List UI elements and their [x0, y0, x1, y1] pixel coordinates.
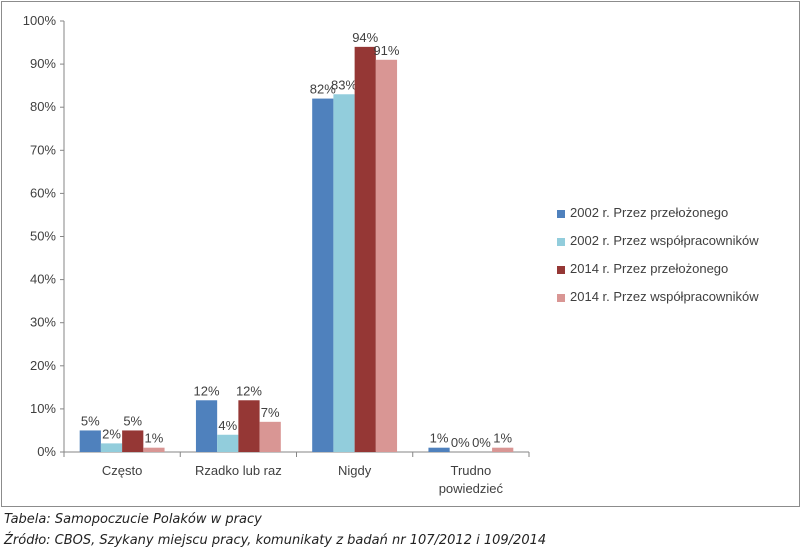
bar [375, 59, 398, 452]
data-label: 82% [310, 82, 336, 97]
data-label: 12% [194, 383, 220, 398]
data-label: 7% [261, 405, 280, 420]
bar [143, 447, 165, 452]
x-tick-label: powiedzieć [439, 481, 504, 496]
y-tick-label: 20% [30, 358, 56, 373]
y-tick-label: 70% [30, 142, 56, 157]
data-label: 1% [430, 431, 449, 446]
y-tick-label: 30% [30, 315, 56, 330]
caption-table-title: Tabela: Samopoczucie Polaków w pracy [4, 512, 262, 527]
x-tick-label: Rzadko lub raz [195, 463, 282, 478]
data-label: 5% [81, 413, 100, 428]
data-label: 0% [451, 435, 470, 450]
legend-label: 2002 r. Przez przełożonego [570, 205, 729, 220]
chart-frame [1, 1, 800, 507]
data-label: 4% [218, 418, 237, 433]
bar [354, 46, 376, 453]
data-label: 1% [145, 431, 164, 446]
y-tick-label: 40% [30, 272, 56, 287]
legend-swatch [557, 294, 565, 302]
legend-swatch [557, 210, 565, 218]
bar [238, 400, 260, 452]
data-label: 94% [352, 30, 378, 45]
bar [79, 430, 101, 452]
bar [122, 430, 144, 452]
x-tick-label: Nigdy [338, 463, 372, 478]
bar [217, 434, 239, 452]
y-tick-label: 50% [30, 229, 56, 244]
data-label: 1% [493, 431, 512, 446]
caption-source: Źródło: CBOS, Szykany miejscu pracy, kom… [4, 533, 547, 548]
bar [428, 447, 450, 452]
data-label: 83% [331, 77, 357, 92]
bar [259, 421, 281, 452]
data-label: 2% [102, 426, 121, 441]
legend-label: 2014 r. Przez przełożonego [570, 261, 729, 276]
bar [492, 447, 514, 452]
y-tick-label: 10% [30, 401, 56, 416]
x-tick-label: Często [102, 463, 142, 478]
data-label: 12% [236, 383, 262, 398]
y-tick-label: 80% [30, 99, 56, 114]
y-tick-label: 0% [37, 444, 56, 459]
data-label: 5% [123, 413, 142, 428]
bar [333, 94, 355, 453]
legend-swatch [557, 266, 565, 274]
y-tick-label: 100% [23, 13, 57, 28]
legend-label: 2002 r. Przez współpracowników [570, 233, 759, 248]
y-tick-label: 60% [30, 185, 56, 200]
y-tick-label: 90% [30, 56, 56, 71]
bar [312, 98, 334, 452]
legend-label: 2014 r. Przez współpracowników [570, 289, 759, 304]
data-label: 0% [472, 435, 491, 450]
x-tick-label: Trudno [451, 463, 492, 478]
data-label: 91% [373, 43, 399, 58]
chart: 0% 10% 20% 30% 40% 50% 60% 70% 80% 90% 100% Często R… [23, 13, 530, 496]
bar [100, 443, 123, 452]
legend-swatch [557, 238, 565, 246]
bar [195, 400, 218, 452]
